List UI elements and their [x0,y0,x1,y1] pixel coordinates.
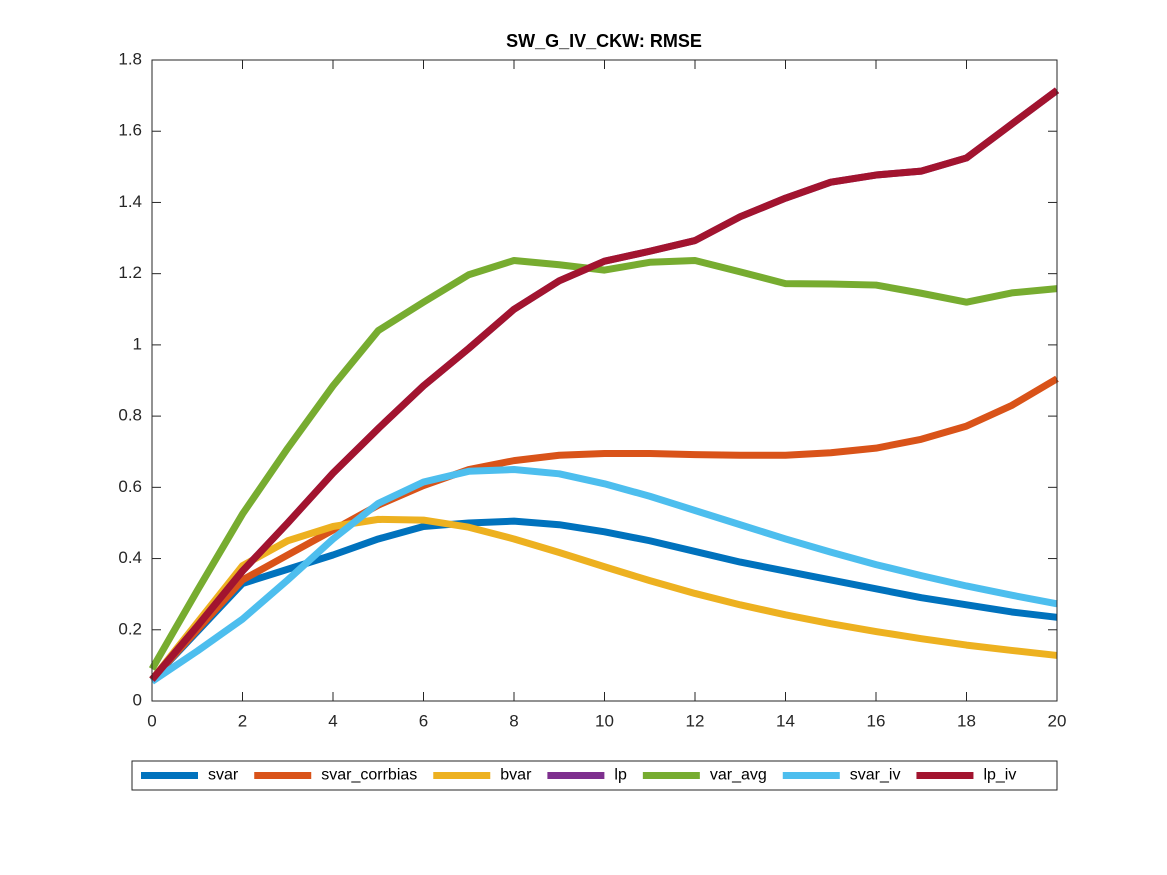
x-tick-label: 8 [509,711,518,730]
x-tick-label: 6 [419,711,428,730]
legend-label: lp [614,767,627,784]
x-tick-label: 4 [328,711,337,730]
legend-label: svar_iv [850,767,901,784]
series-line [149,515,1058,682]
chart-title: SW_G_IV_CKW: RMSE [506,31,702,51]
series-line [149,375,1059,682]
legend-label: svar_corrbias [321,767,417,784]
x-tick-label: 14 [776,711,795,730]
y-tick-label: 1.4 [118,192,142,211]
x-tick-label: 16 [867,711,886,730]
y-tick-label: 0 [133,690,142,709]
y-tick-label: 1.8 [118,49,142,68]
y-tick-label: 1.2 [118,263,142,282]
plot-area [152,60,1057,701]
series-line [148,256,1058,671]
y-tick-label: 0.2 [118,619,142,638]
y-tick-label: 0.6 [118,477,142,496]
series-line [150,466,1058,685]
axes-box [151,59,1058,702]
y-tick-label: 1.6 [118,121,142,140]
y-tick-label: 0.8 [118,406,142,425]
legend-label: lp_iv [983,767,1016,784]
y-tick-label: 0.4 [118,548,142,567]
series-line [149,87,1060,682]
x-tick-label: 2 [238,711,247,730]
x-tick-label: 0 [147,711,156,730]
legend-label: svar [208,767,239,784]
legend-label: bvar [500,767,532,784]
x-tick-label: 12 [686,711,705,730]
y-tick-label: 1 [133,334,142,353]
legend-label: var_avg [710,767,767,784]
x-tick-label: 10 [595,711,614,730]
x-tick-label: 20 [1048,711,1067,730]
x-tick-label: 18 [957,711,976,730]
